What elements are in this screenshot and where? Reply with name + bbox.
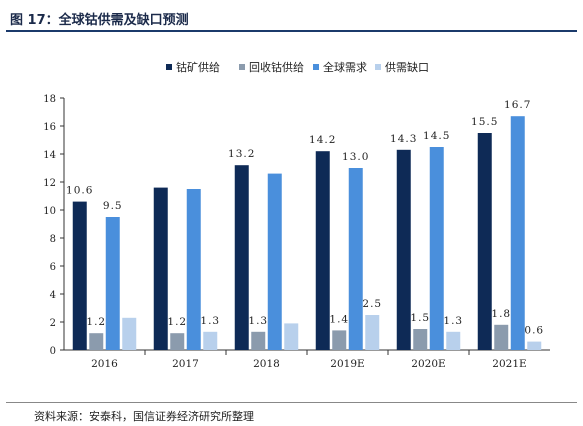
x-tick-label: 2018 (253, 358, 280, 370)
y-tick-label: 18 (43, 94, 56, 105)
data-label: 9.5 (103, 200, 123, 212)
legend-label-1: 回收钴供给 (249, 60, 304, 74)
bar-1 (332, 330, 347, 350)
bar-1 (413, 329, 428, 350)
bar-0 (153, 187, 168, 350)
data-label: 14.2 (309, 134, 336, 146)
title-bar: 图 17：全球钴供需及缺口预测 (6, 8, 577, 32)
data-label: 1.2 (167, 316, 187, 328)
data-label: 1.5 (410, 312, 430, 324)
bar-1 (89, 333, 104, 350)
bar-0 (234, 165, 249, 350)
bar-1 (170, 333, 185, 350)
bar-0 (315, 151, 330, 350)
data-label: 13.2 (228, 148, 255, 160)
x-tick-label: 2017 (172, 358, 199, 370)
x-tick-label: 2021E (492, 358, 526, 370)
data-label: 1.4 (329, 313, 349, 325)
x-tick-label: 2019E (330, 358, 364, 370)
data-label: 1.8 (491, 308, 511, 320)
figure-title: 图 17：全球钴供需及缺口预测 (10, 13, 189, 28)
y-tick-label: 14 (43, 150, 56, 161)
legend-label-2: 全球需求 (323, 60, 367, 74)
data-label: 14.5 (423, 130, 450, 142)
bar-0 (477, 133, 492, 350)
legend-label-3: 供需缺口 (385, 60, 429, 74)
data-label: 16.7 (504, 99, 531, 111)
legend-label-0: 钴矿供给 (176, 60, 220, 74)
data-label: 1.3 (248, 315, 268, 327)
source-note: 资料来源：安泰科，国信证券经济研究所整理 (34, 410, 254, 423)
data-label: 15.5 (471, 116, 498, 128)
bar-3 (122, 317, 137, 350)
legend-swatch-2 (313, 64, 319, 70)
bar-1 (494, 324, 509, 350)
data-label: 0.6 (524, 325, 544, 337)
y-tick-label: 6 (50, 262, 56, 273)
data-label: 1.2 (86, 316, 106, 328)
bar-3 (284, 323, 299, 350)
data-label: 13.0 (342, 151, 369, 163)
bar-0 (72, 201, 87, 350)
bar-2 (348, 168, 363, 350)
bar-2 (510, 116, 525, 350)
y-tick-label: 4 (50, 290, 56, 301)
bar-2 (267, 173, 282, 350)
bar-2 (105, 217, 120, 350)
x-tick-label: 2016 (91, 358, 118, 370)
footer-divider (6, 402, 577, 403)
y-tick-label: 16 (43, 122, 56, 133)
y-tick-label: 2 (50, 318, 56, 329)
data-label: 2.5 (362, 298, 382, 310)
y-tick-label: 12 (43, 178, 56, 189)
y-tick-label: 8 (50, 234, 56, 245)
legend-swatch-0 (166, 64, 172, 70)
bar-3 (527, 341, 542, 350)
legend-swatch-3 (375, 64, 381, 70)
bar-3 (446, 331, 461, 350)
x-tick-label: 2020E (411, 358, 445, 370)
y-tick-label: 0 (50, 346, 56, 357)
bar-2 (429, 147, 444, 350)
data-label: 1.3 (200, 315, 220, 327)
legend-swatch-1 (239, 64, 245, 70)
bar-1 (251, 331, 266, 350)
data-label: 14.3 (390, 133, 417, 145)
bar-0 (396, 149, 411, 350)
bar-3 (203, 331, 218, 350)
bar-2 (186, 189, 201, 350)
data-label: 1.3 (443, 315, 463, 327)
data-label: 10.6 (66, 185, 93, 197)
bar-3 (365, 315, 380, 350)
y-tick-label: 10 (43, 206, 56, 217)
